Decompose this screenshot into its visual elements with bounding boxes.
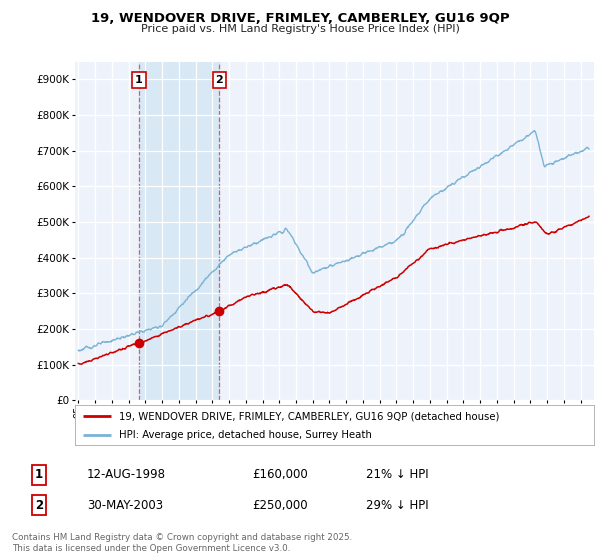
Text: £160,000: £160,000 [252,468,308,482]
Text: Price paid vs. HM Land Registry's House Price Index (HPI): Price paid vs. HM Land Registry's House … [140,24,460,34]
Text: 2: 2 [215,75,223,85]
Text: 29% ↓ HPI: 29% ↓ HPI [366,498,428,512]
Text: £250,000: £250,000 [252,498,308,512]
Text: 19, WENDOVER DRIVE, FRIMLEY, CAMBERLEY, GU16 9QP: 19, WENDOVER DRIVE, FRIMLEY, CAMBERLEY, … [91,12,509,25]
Text: 2: 2 [35,498,43,512]
Text: Contains HM Land Registry data © Crown copyright and database right 2025.
This d: Contains HM Land Registry data © Crown c… [12,533,352,553]
Text: 21% ↓ HPI: 21% ↓ HPI [366,468,428,482]
Text: HPI: Average price, detached house, Surrey Heath: HPI: Average price, detached house, Surr… [119,430,372,440]
Bar [139,62,219,400]
Text: 30-MAY-2003: 30-MAY-2003 [87,498,163,512]
Text: 19, WENDOVER DRIVE, FRIMLEY, CAMBERLEY, GU16 9QP (detached house): 19, WENDOVER DRIVE, FRIMLEY, CAMBERLEY, … [119,411,500,421]
Text: 1: 1 [135,75,143,85]
Text: 1: 1 [35,468,43,482]
Text: 12-AUG-1998: 12-AUG-1998 [87,468,166,482]
